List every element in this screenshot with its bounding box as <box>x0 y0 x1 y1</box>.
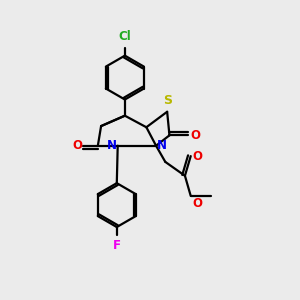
Text: O: O <box>190 129 200 142</box>
Text: N: N <box>157 139 167 152</box>
Text: O: O <box>193 197 202 210</box>
Text: O: O <box>72 139 82 152</box>
Text: Cl: Cl <box>118 30 131 44</box>
Text: O: O <box>193 150 202 163</box>
Text: N: N <box>106 139 117 152</box>
Text: F: F <box>113 239 121 252</box>
Text: S: S <box>163 94 172 107</box>
